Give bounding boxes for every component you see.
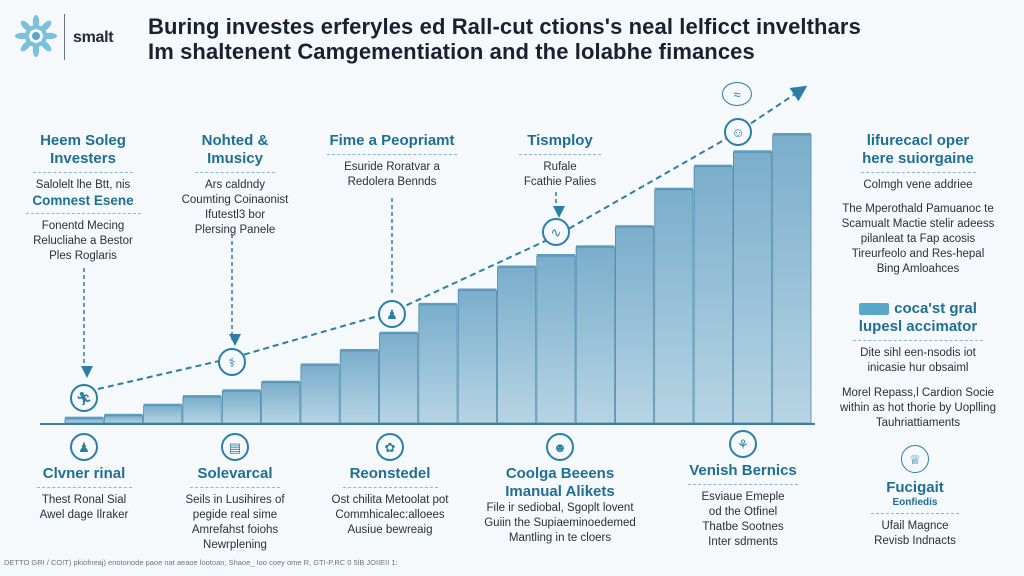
block-body: Ars caldndy Coumting Coinaonist Ifutestl3 … — [181, 179, 289, 236]
block-body: File ir sediobal, Sgoplt lovent Guiin the… — [484, 502, 636, 544]
right-block-1: lifurecacl oper here suiorgaine Colmgh ve… — [828, 132, 1008, 277]
block-heading: Nohted & Imusicy — [201, 132, 269, 167]
page-title: Buring investes erferyles ed Rall-cut ct… — [148, 14, 861, 64]
block-body: Morel Repass,l Cardion Socie within as ho… — [840, 387, 996, 429]
bar-12 — [497, 267, 537, 424]
top-block-3: Fime a Peopriamt Esuride Roratvar a Redol… — [322, 132, 462, 190]
face-icon: ☻ — [546, 433, 574, 461]
block-text: Salolelt lhe Btt, nis — [35, 179, 131, 191]
block-heading: Reonstedel — [349, 465, 431, 482]
block-heading: Tismploy — [527, 132, 593, 149]
block-text: Colmgh vene addriee — [863, 179, 973, 191]
crown-icon: ♕ — [901, 445, 929, 473]
speech-bubble-icon: ≈ — [722, 82, 752, 106]
bar-2 — [103, 415, 144, 424]
block-body: Ost chilita Metoolat pot Commhicalec:allo… — [331, 494, 449, 536]
bar-1 — [64, 418, 104, 424]
bar-15 — [615, 226, 655, 424]
plant-icon: ⚘ — [729, 430, 757, 458]
block-heading: Coolga Beeens Imanual Alikets — [505, 465, 615, 500]
card-icon — [859, 303, 890, 316]
flower-icon: ✿ — [376, 433, 404, 461]
person-icon: ♟ — [70, 433, 98, 461]
bottom-block-6: ♕ Fucigait Eonfiedis Ufail Magnce Revisb … — [850, 445, 980, 549]
scribble-icon: ∿ — [542, 218, 570, 246]
bottom-block-4: ☻ Coolga Beeens Imanual Alikets File ir s… — [475, 433, 645, 546]
bar-4 — [182, 396, 222, 424]
bust-icon: ♟ — [378, 300, 406, 328]
block-subheading: Comnest Esene — [32, 193, 134, 208]
top-block-2: Nohted & Imusicy Ars caldndy Coumting Coin… — [160, 132, 310, 238]
block-heading: lifurecacl oper here suiorgaine — [862, 132, 974, 167]
bottom-block-3: ✿ Reonstedel Ost chilita Metoolat pot Com… — [310, 433, 470, 538]
bar-7 — [300, 364, 340, 424]
block-heading: Fime a Peopriamt — [329, 132, 455, 149]
block-body: Esuride Roratvar a Redolera Bennds — [344, 161, 440, 188]
bar-5 — [221, 390, 262, 424]
footer-caption: DETTO GRI / CO!T) pkiofneaj) enotonode p… — [4, 558, 398, 567]
block-body: Ufail Magnce Revisb Indnacts — [874, 520, 956, 547]
block-body: Rufale Fcathie Palies — [523, 161, 597, 188]
bar-13 — [536, 255, 576, 424]
bar-10 — [418, 304, 458, 424]
block-heading: Fucigait — [886, 479, 944, 496]
right-block-2: coca'st gral lupesl accimator Dite sihl … — [828, 300, 1008, 431]
block-body: Fonentd Mecing Relucliahe a Bestor Ples Ro… — [33, 220, 133, 262]
bar-3 — [143, 405, 183, 424]
block-body: Thest Ronal Sial Awel dage Ilraker — [39, 494, 129, 521]
bar-11 — [457, 290, 497, 424]
bar-14 — [575, 246, 615, 424]
block-heading: Venish Bernics — [689, 462, 797, 479]
block-body: The Mperothald Pamuanoc te Scamualt Macti… — [841, 203, 995, 275]
block-text: Dite sihl een-nsodis iot inicasie hur obs… — [860, 347, 976, 374]
block-heading: coca'st gral lupesl accimator — [858, 300, 978, 335]
block-subheading: Eonfiedis — [892, 497, 938, 508]
bottom-block-5: ⚘ Venish Bernics Esviaue Emeple od the Ot… — [668, 430, 818, 550]
snowflake-logo-icon — [12, 12, 60, 60]
bottom-block-1: ♟ Clvner rinal Thest Ronal Sial Awel dage… — [14, 433, 154, 523]
bar-16 — [654, 189, 694, 424]
bar-17 — [693, 166, 733, 424]
bar-6 — [261, 382, 301, 424]
bar-19 — [772, 134, 812, 424]
bar-9 — [379, 333, 419, 424]
logo-divider — [64, 14, 65, 60]
block-heading: Solevarcal — [197, 465, 273, 482]
top-block-1: Heem Soleg Investers Salolelt lhe Btt, ni… — [8, 132, 158, 264]
person-arms-icon: ⚕ — [218, 348, 246, 376]
block-body: Esviaue Emeple od the Otfinel Thatbe Sootn… — [701, 491, 785, 548]
top-block-4: Tismploy Rufale Fcathie Palies — [500, 132, 620, 190]
title-line-1: Buring investes erferyles ed Rall-cut ct… — [148, 14, 861, 39]
runner-icon: 🏃︎ — [70, 384, 98, 412]
block-heading: Heem Soleg Investers — [40, 132, 126, 167]
bar-8 — [339, 350, 379, 424]
block-body: Seils in Lusihires of pegide real sime Amr… — [185, 494, 285, 551]
browser-window-icon: ▤ — [221, 433, 249, 461]
smiley-icon: ☺ — [724, 118, 752, 146]
bottom-block-2: ▤ Solevarcal Seils in Lusihires of pegide… — [160, 433, 310, 553]
brand-name: smalt — [73, 29, 114, 46]
title-line-2: Im shaltenent Camgementiation and the lo… — [148, 39, 755, 64]
block-heading: Clvner rinal — [42, 465, 126, 482]
bar-18 — [733, 151, 773, 424]
